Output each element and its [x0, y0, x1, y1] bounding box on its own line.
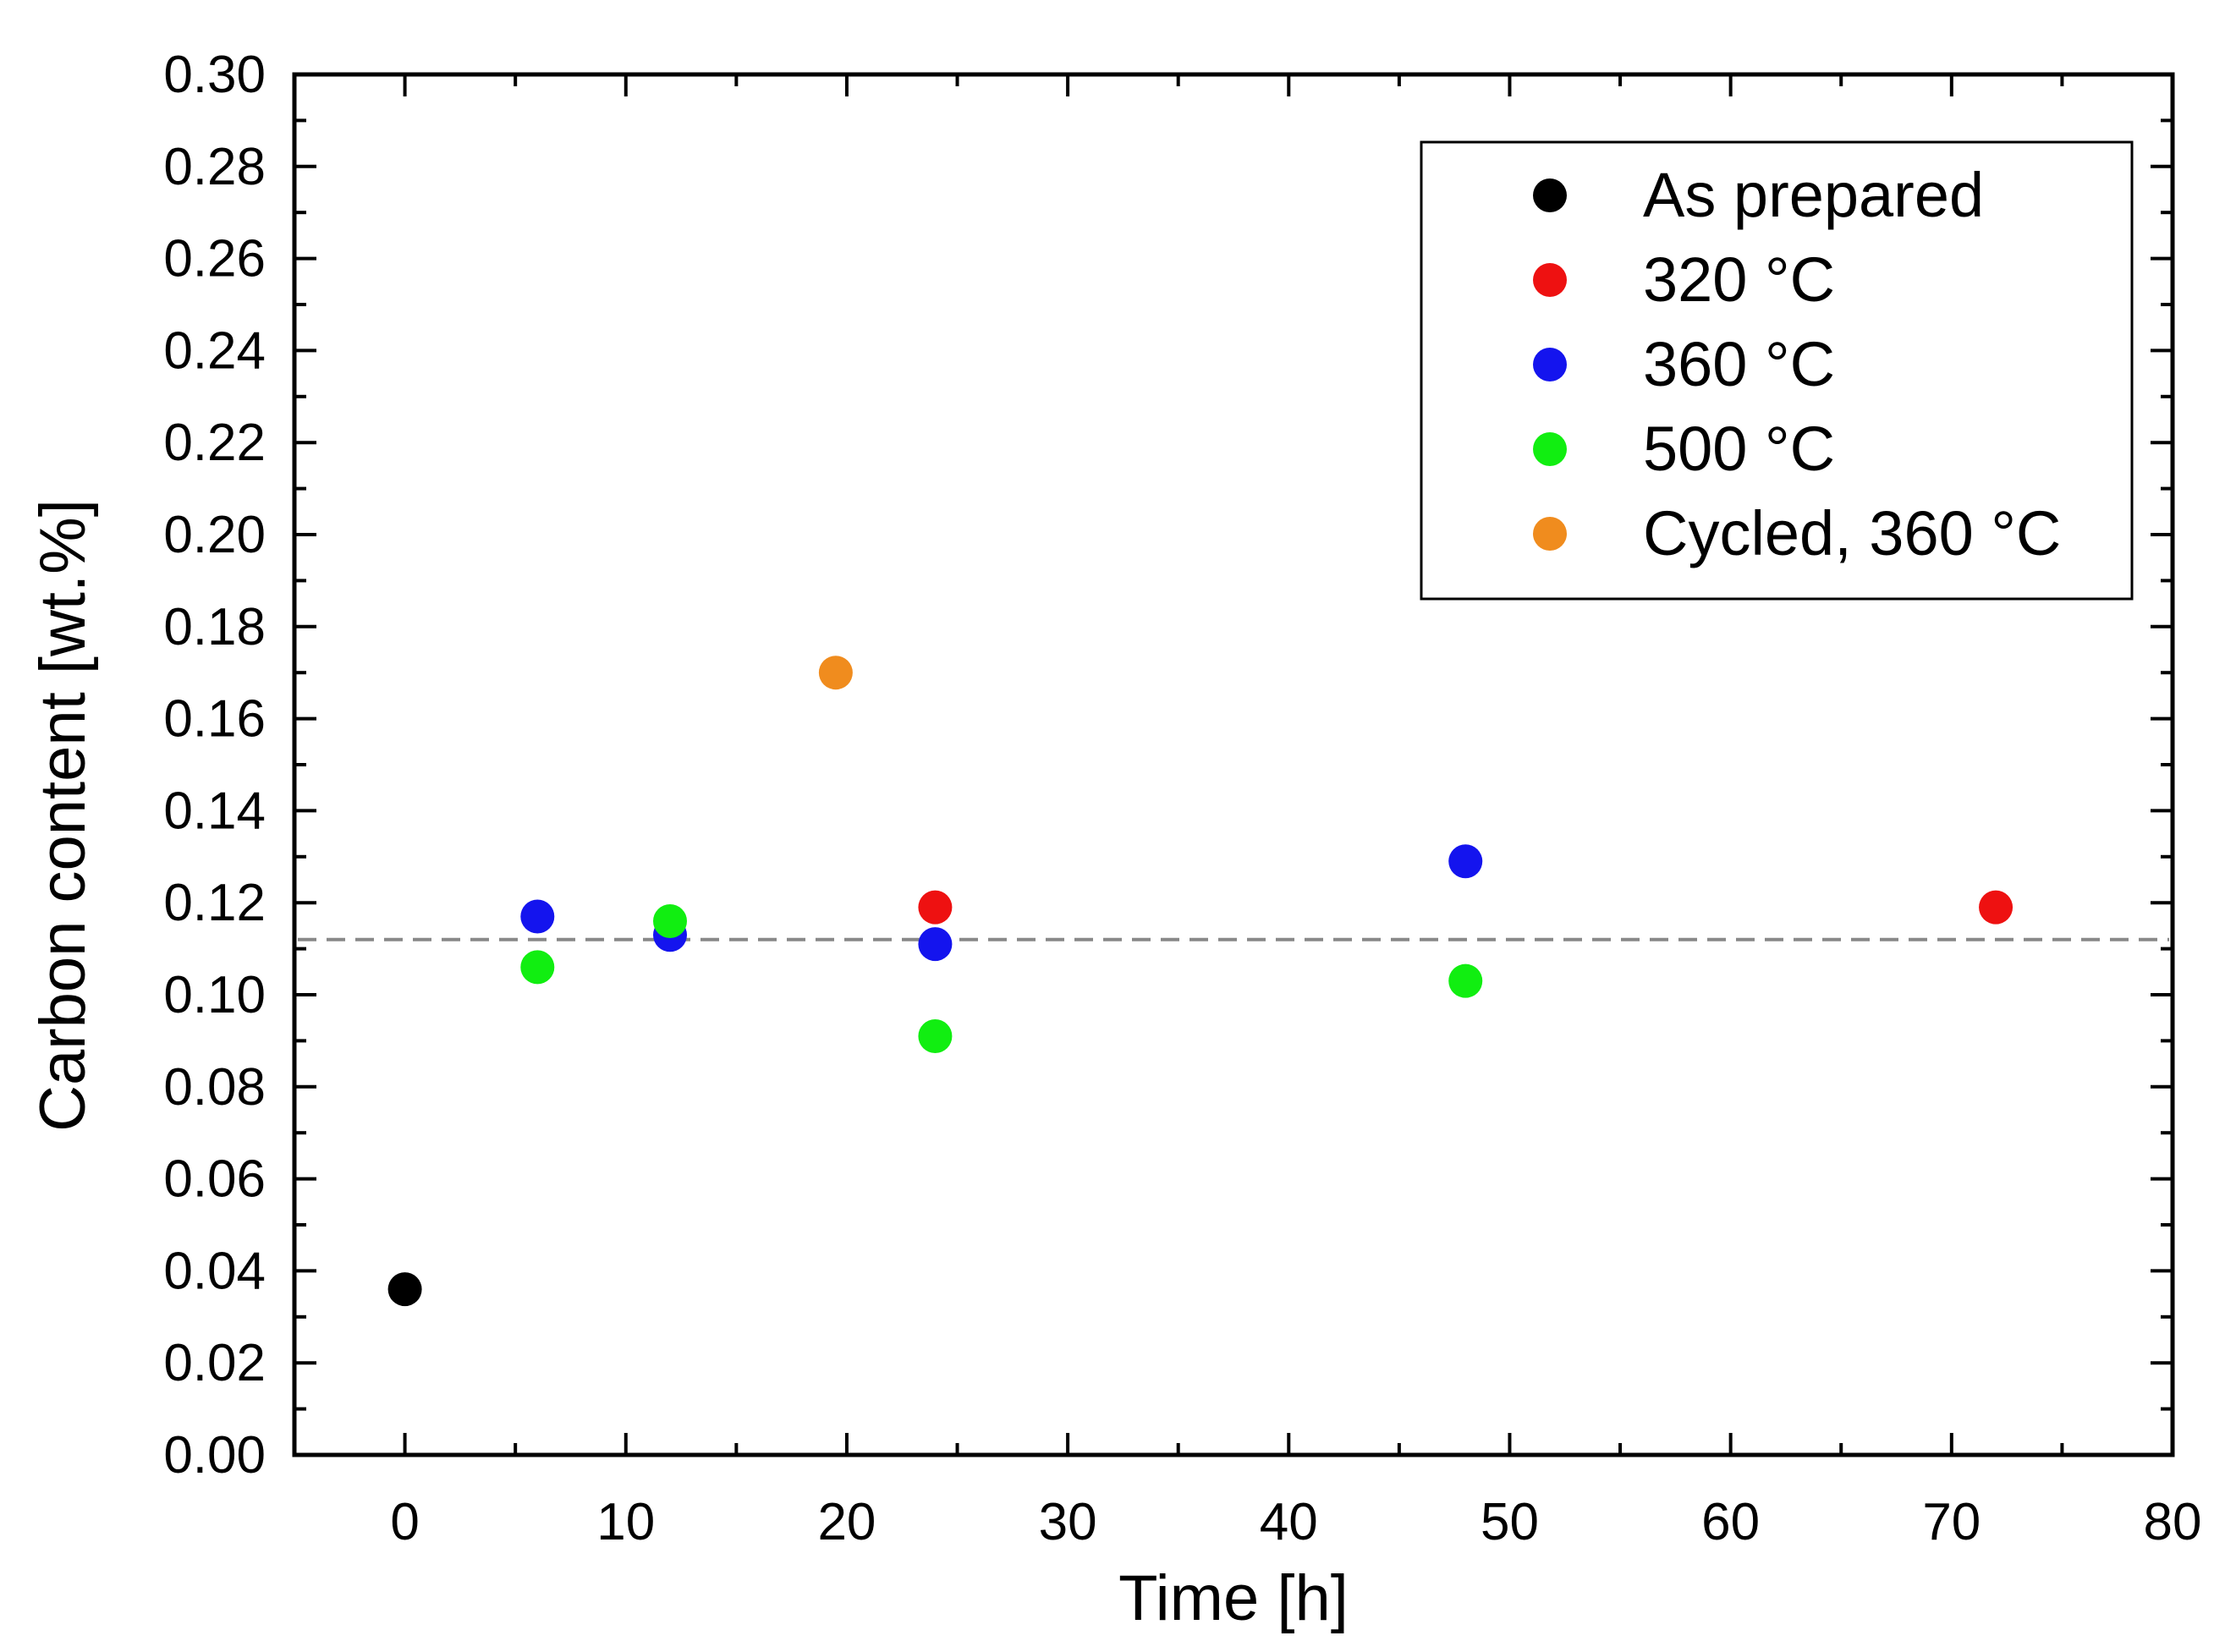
- legend: As prepared 320 °C 360 °C 500 °C Cycled, 360…: [1420, 140, 2134, 601]
- legend-label: As prepared: [1643, 160, 1984, 230]
- data-point-series-2: [520, 899, 555, 934]
- y-tick-label: 0.14: [163, 782, 266, 840]
- x-tick-label: 40: [1260, 1493, 1318, 1551]
- legend-label: Cycled, 360 °C: [1643, 498, 2061, 568]
- legend-items: As prepared 320 °C 360 °C 500 °C Cycled, 360…: [1533, 160, 2061, 568]
- y-tick-label: 0.22: [163, 414, 266, 472]
- y-tick-label: 0.20: [163, 506, 266, 564]
- data-point-series-4: [818, 656, 853, 690]
- x-tick-label: 20: [817, 1493, 876, 1551]
- x-tick-label: 10: [596, 1493, 655, 1551]
- data-point-series-3: [918, 1018, 953, 1053]
- legend-marker: [1533, 263, 1567, 297]
- legend-label: 360 °C: [1643, 329, 1835, 399]
- x-tick-label: 30: [1039, 1493, 1097, 1551]
- legend-marker: [1533, 432, 1567, 466]
- y-tick-label: 0.10: [163, 966, 266, 1024]
- x-tick-label: 60: [1701, 1493, 1760, 1551]
- data-points-layer: [387, 656, 2013, 1307]
- y-tick-label: 0.04: [163, 1242, 266, 1300]
- x-tick-label: 0: [390, 1493, 419, 1551]
- plot-frame: [292, 72, 2175, 1457]
- y-axis-label: Carbon content [wt.%]: [27, 499, 99, 1132]
- ticks-layer: 0 10 20 30 40 50 60 70 80 0.00 0.02 0.04 0.06 0.08 0.1…: [163, 46, 2201, 1551]
- y-tick-label: 0.28: [163, 138, 266, 196]
- data-point-series-3: [520, 950, 555, 985]
- x-tick-label: 80: [2144, 1493, 2202, 1551]
- y-tick-label: 0.30: [163, 46, 266, 104]
- y-tick-label: 0.24: [163, 321, 266, 380]
- data-point-series-1: [1979, 890, 2013, 925]
- legend-marker: [1533, 517, 1567, 551]
- data-point-series-0: [387, 1272, 422, 1307]
- x-tick-label: 50: [1481, 1493, 1539, 1551]
- data-point-series-2: [1448, 844, 1483, 879]
- legend-marker: [1533, 178, 1567, 212]
- y-tick-label: 0.12: [163, 874, 266, 932]
- y-tick-label: 0.02: [163, 1334, 266, 1392]
- y-tick-label: 0.16: [163, 690, 266, 749]
- legend-label: 320 °C: [1643, 244, 1835, 315]
- x-axis-label: Time [h]: [1118, 1562, 1349, 1634]
- legend-label: 500 °C: [1643, 414, 1835, 484]
- y-tick-label: 0.18: [163, 598, 266, 656]
- y-tick-label: 0.06: [163, 1150, 266, 1209]
- y-tick-label: 0.00: [163, 1426, 266, 1485]
- y-tick-label: 0.26: [163, 230, 266, 288]
- data-point-series-3: [653, 903, 687, 938]
- x-tick-label: 70: [1922, 1493, 1981, 1551]
- data-point-series-1: [918, 890, 953, 925]
- data-point-series-2: [918, 927, 953, 962]
- legend-marker: [1533, 348, 1567, 381]
- data-point-series-3: [1448, 963, 1483, 998]
- y-tick-label: 0.08: [163, 1058, 266, 1117]
